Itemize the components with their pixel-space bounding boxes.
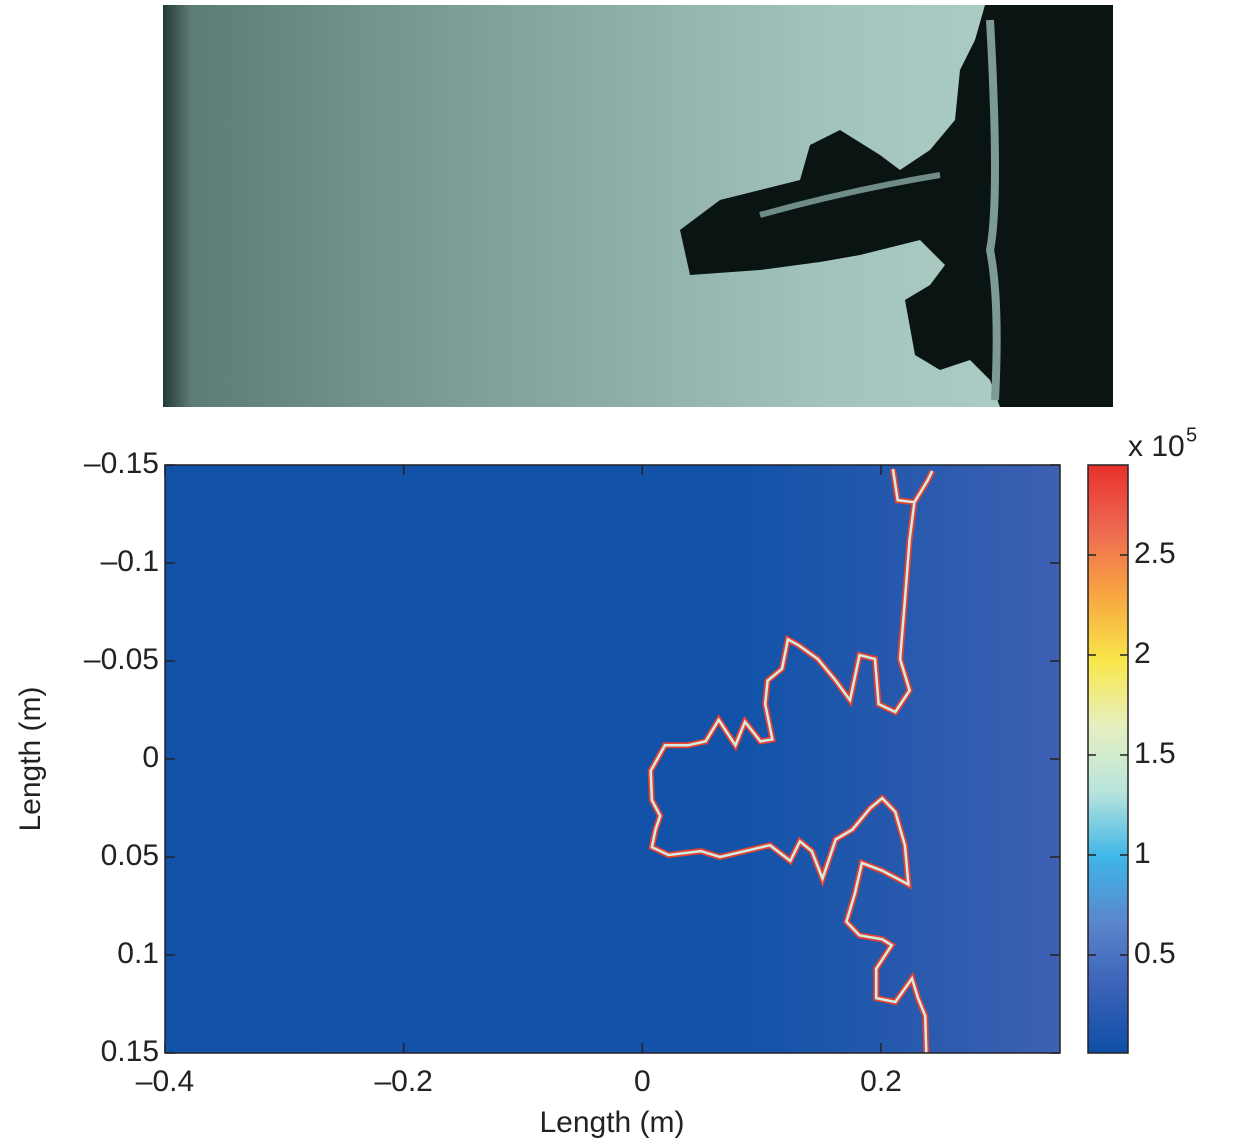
- photo-wall: [985, 19, 1001, 401]
- colorbar-tick-label: 0.5: [1134, 937, 1176, 970]
- x-axis-label: Length (m): [539, 1106, 684, 1139]
- y-tick-label: –0.05: [84, 643, 159, 676]
- y-tick-label: –0.15: [84, 447, 159, 480]
- y-axis-label: Length (m): [14, 686, 47, 831]
- y-tick-label: 0.15: [101, 1035, 159, 1068]
- colorbar-exponent: 5: [1186, 424, 1197, 446]
- colorbar-tick-label: 1.5: [1134, 737, 1176, 770]
- colorbar-label: x 10: [1128, 430, 1185, 463]
- colorbar-tick-label: 2: [1134, 637, 1151, 670]
- x-tick-label: 0: [634, 1065, 651, 1098]
- y-tick-label: 0: [142, 741, 159, 774]
- colorbar-frame: [1087, 464, 1129, 1054]
- y-tick-label: 0.05: [101, 839, 159, 872]
- plot: [647, 468, 935, 1054]
- contour-core: [649, 468, 934, 1054]
- x-tick-label: 0.2: [860, 1065, 902, 1098]
- y-tick-label: 0.1: [117, 937, 159, 970]
- x-tick-label: –0.4: [136, 1065, 194, 1098]
- y-tick-label: –0.1: [101, 545, 159, 578]
- colorbar-tick-label: 1: [1134, 837, 1151, 870]
- plot-field: [165, 465, 1060, 1053]
- photo-dark-region: [680, 5, 1113, 407]
- photo-streak: [759, 172, 941, 218]
- x-tick-label: –0.2: [374, 1065, 432, 1098]
- photo: [163, 5, 1113, 407]
- colorbar-tick-label: 2.5: [1134, 537, 1176, 570]
- colorbar: [1088, 465, 1128, 1053]
